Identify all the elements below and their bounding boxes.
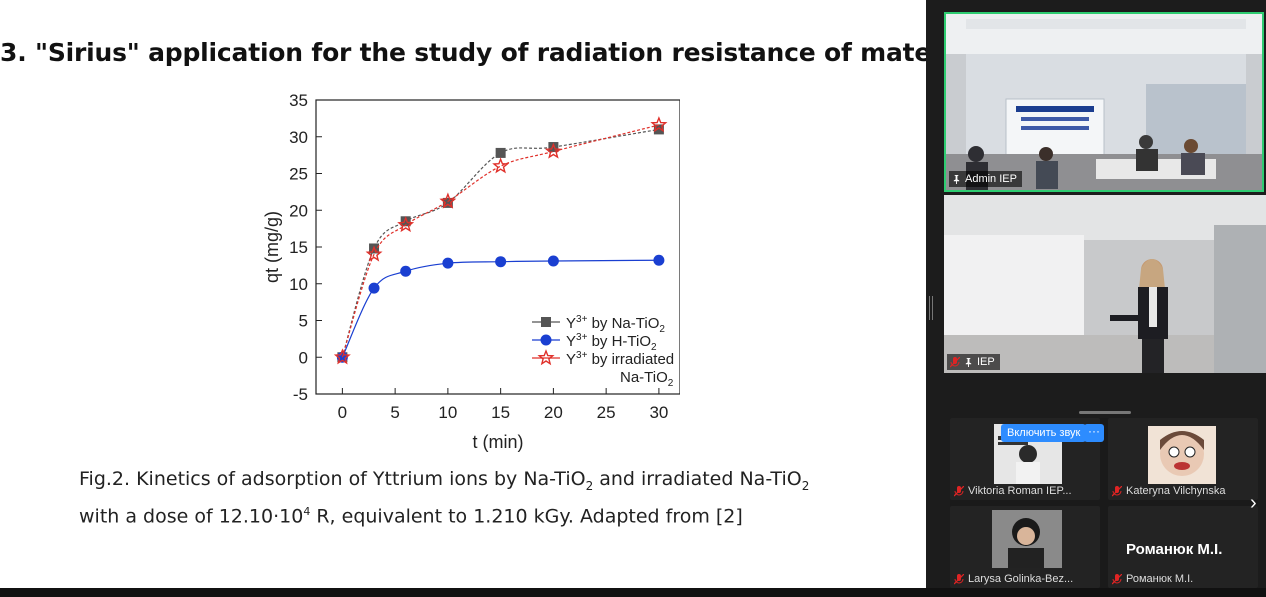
legend-label: Y3+ by Na-TiO2: [566, 314, 665, 335]
y-tick-label: 25: [289, 165, 308, 184]
tile-label-admin-iep: Admin IEP: [949, 171, 1022, 187]
data-point-star: [544, 142, 562, 159]
participant-avatar: [1148, 426, 1216, 484]
x-tick-label: 15: [491, 403, 510, 422]
data-point-circle: [495, 256, 507, 268]
x-tick-label: 30: [649, 403, 668, 422]
data-point-square: [548, 142, 559, 153]
data-point-circle: [653, 254, 665, 266]
data-point-circle: [547, 255, 559, 267]
unmute-button[interactable]: Включить звук: [1001, 424, 1087, 442]
speaker-video: [944, 195, 1266, 373]
panel-resize-handle[interactable]: [929, 296, 933, 320]
gallery-resize-handle[interactable]: [1079, 411, 1131, 414]
data-point-star: [365, 245, 383, 262]
data-point-square: [400, 216, 411, 227]
y-tick-label: 20: [289, 201, 308, 220]
data-point-circle: [540, 334, 552, 346]
series-2: [333, 116, 668, 365]
data-point-star: [333, 348, 351, 365]
y-tick-label: 5: [299, 312, 308, 331]
caption-line-1: Fig.2. Kinetics of adsorption of Yttrium…: [79, 468, 810, 493]
video-tile-iep-speaker[interactable]: IEP: [944, 195, 1266, 373]
data-point-circle: [368, 282, 380, 294]
legend-label: Y3+ by H-TiO2: [566, 332, 657, 353]
pin-icon: [953, 174, 960, 184]
legend-label-line2: Na-TiO2: [620, 369, 674, 389]
x-tick-label: 25: [597, 403, 616, 422]
mic-muted-icon: [954, 485, 964, 496]
y-tick-label: 10: [289, 275, 308, 294]
data-point-star: [537, 349, 555, 366]
participant-tile-romaniuk[interactable]: Романюк М.І.: [1108, 506, 1258, 588]
data-point-square: [541, 317, 551, 327]
video-tile-admin-iep[interactable]: Admin IEP: [944, 12, 1264, 192]
y-tick-label: 15: [289, 238, 308, 257]
mic-muted-icon: [1112, 485, 1122, 496]
data-point-star: [650, 116, 668, 133]
x-tick-label: 0: [338, 403, 347, 422]
bottom-bar: [0, 588, 1266, 597]
x-tick-label: 10: [438, 403, 457, 422]
x-axis-label: t (min): [473, 432, 524, 452]
shared-slide: 3. "Sirius" application for the study of…: [0, 0, 926, 588]
next-page-icon[interactable]: ›: [1250, 492, 1257, 514]
tile-label-iep: IEP: [947, 354, 1000, 370]
pin-icon: [965, 357, 972, 367]
mic-muted-icon: [950, 356, 960, 367]
slide-title: 3. "Sirius" application for the study of…: [0, 38, 926, 67]
data-point-star: [492, 157, 510, 174]
data-point-star: [439, 192, 457, 209]
y-tick-label: 35: [289, 91, 308, 110]
mic-muted-icon: [1112, 573, 1122, 584]
y-tick-label: 0: [299, 348, 308, 367]
y-tick-label: -5: [293, 385, 308, 404]
data-point-circle: [442, 257, 454, 269]
caption-line-2: with a dose of 12.10·104 R, equivalent t…: [79, 504, 743, 528]
participant-gallery: Viktoria Roman IEP... Kateryna Vilchynsk…: [950, 418, 1258, 588]
participant-name: Viktoria Roman IEP...: [954, 485, 1072, 497]
more-options-button[interactable]: ···: [1084, 424, 1104, 442]
participant-display-name: Романюк М.І.: [1126, 541, 1223, 558]
adsorption-kinetics-chart: -5 0 5 10 15 20 25 30 35 0 5 10 15 20 25 30 t (min) qt (m…: [262, 91, 680, 452]
chart-series: [333, 116, 668, 365]
participant-avatar: [992, 510, 1062, 568]
participant-tile-kateryna[interactable]: Kateryna Vilchynska: [1108, 418, 1258, 500]
y-axis-label: qt (mg/g): [262, 211, 282, 283]
chart-axes: -5 0 5 10 15 20 25 30 35 0 5 10 15 20 25 30 t (min) qt (m…: [262, 91, 680, 452]
data-point-square: [653, 124, 664, 135]
data-point-square: [495, 147, 506, 158]
data-point-star: [397, 216, 415, 233]
participant-name: Kateryna Vilchynska: [1112, 485, 1225, 497]
series-line: [341, 124, 660, 358]
participant-name: Романюк М.І.: [1112, 573, 1193, 585]
mic-muted-icon: [954, 573, 964, 584]
legend-label: Y3+ by irradiated: [566, 350, 674, 368]
participant-name: Larysa Golinka-Bez...: [954, 573, 1073, 585]
figure-caption: Fig.2. Kinetics of adsorption of Yttrium…: [79, 466, 809, 529]
data-point-square: [442, 197, 453, 208]
conference-room-video: [946, 14, 1262, 190]
x-tick-label: 20: [544, 403, 563, 422]
data-point-circle: [400, 265, 412, 277]
participant-tile-larysa[interactable]: Larysa Golinka-Bez...: [950, 506, 1100, 588]
y-tick-label: 30: [289, 128, 308, 147]
x-tick-label: 5: [390, 403, 399, 422]
